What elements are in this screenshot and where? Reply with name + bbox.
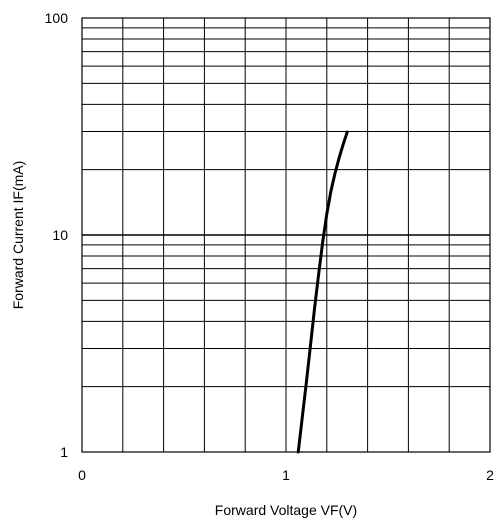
y-axis-ticks: 1 10 100 — [45, 10, 69, 460]
x-axis-title: Forward Voltage VF(V) — [215, 502, 357, 518]
y-tick-label: 10 — [52, 227, 68, 243]
grid — [82, 18, 490, 452]
curves — [296, 130, 349, 454]
x-axis-ticks: 0 1 2 — [78, 467, 494, 483]
plot-frame — [81, 17, 491, 453]
y-axis-title: Forward Current IF(mA) — [10, 161, 26, 310]
x-tick-label: 1 — [282, 467, 290, 483]
x-tick-label: 0 — [78, 467, 86, 483]
forward-current-curve — [296, 130, 349, 454]
y-tick-label: 1 — [60, 444, 68, 460]
x-tick-label: 2 — [486, 467, 494, 483]
y-tick-label: 100 — [45, 10, 69, 26]
